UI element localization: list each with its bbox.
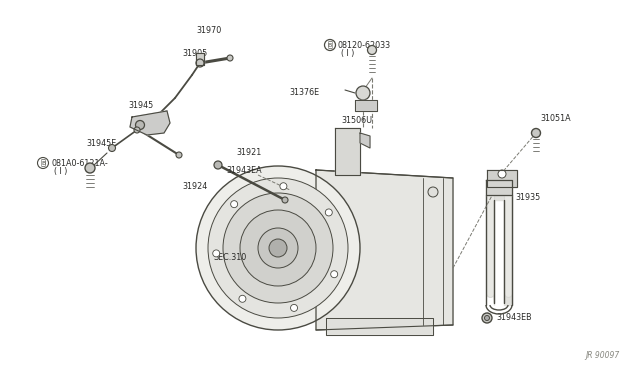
Circle shape bbox=[331, 271, 338, 278]
Text: 31051A: 31051A bbox=[540, 113, 571, 122]
Circle shape bbox=[227, 55, 233, 61]
Polygon shape bbox=[326, 318, 433, 335]
Polygon shape bbox=[487, 170, 517, 187]
Text: JR 90097: JR 90097 bbox=[586, 351, 620, 360]
Polygon shape bbox=[196, 53, 204, 65]
Text: 31943EB: 31943EB bbox=[496, 314, 532, 323]
Text: 31945: 31945 bbox=[128, 100, 153, 109]
Text: 31970: 31970 bbox=[196, 26, 221, 35]
Text: B: B bbox=[328, 42, 332, 48]
Circle shape bbox=[85, 163, 95, 173]
Text: 081A0-6121A-: 081A0-6121A- bbox=[51, 158, 108, 167]
Polygon shape bbox=[486, 180, 512, 195]
Circle shape bbox=[269, 239, 287, 257]
Circle shape bbox=[498, 170, 506, 178]
Text: 31935: 31935 bbox=[515, 192, 540, 202]
Circle shape bbox=[230, 201, 237, 208]
Text: 31506U: 31506U bbox=[341, 115, 372, 125]
Polygon shape bbox=[486, 195, 512, 305]
Text: 31924: 31924 bbox=[182, 182, 207, 190]
Polygon shape bbox=[130, 111, 170, 135]
Text: B: B bbox=[41, 160, 45, 166]
Circle shape bbox=[324, 39, 335, 51]
Circle shape bbox=[367, 45, 376, 55]
Polygon shape bbox=[335, 128, 360, 175]
Circle shape bbox=[282, 197, 288, 203]
Circle shape bbox=[428, 187, 438, 197]
Text: 31905: 31905 bbox=[182, 48, 207, 58]
Polygon shape bbox=[355, 100, 377, 111]
Circle shape bbox=[136, 121, 145, 129]
Circle shape bbox=[239, 295, 246, 302]
Text: 08120-62033: 08120-62033 bbox=[338, 41, 391, 49]
Circle shape bbox=[38, 157, 49, 169]
Circle shape bbox=[356, 86, 370, 100]
Circle shape bbox=[196, 59, 204, 67]
Circle shape bbox=[258, 228, 298, 268]
Text: SEC.310: SEC.310 bbox=[213, 253, 246, 263]
Circle shape bbox=[212, 250, 220, 257]
Text: 31945E: 31945E bbox=[86, 138, 116, 148]
Text: ( l ): ( l ) bbox=[341, 48, 355, 58]
Circle shape bbox=[176, 152, 182, 158]
Text: ( l ): ( l ) bbox=[54, 167, 67, 176]
Text: 31943EA: 31943EA bbox=[226, 166, 262, 174]
Text: Ⓑ: Ⓑ bbox=[328, 41, 333, 49]
Polygon shape bbox=[316, 170, 453, 330]
Circle shape bbox=[196, 166, 360, 330]
Circle shape bbox=[280, 183, 287, 190]
Text: 31376E: 31376E bbox=[289, 87, 319, 96]
Circle shape bbox=[482, 313, 492, 323]
Circle shape bbox=[223, 193, 333, 303]
Circle shape bbox=[325, 209, 332, 216]
Text: Ⓑ: Ⓑ bbox=[40, 158, 45, 167]
Polygon shape bbox=[360, 133, 370, 148]
Circle shape bbox=[531, 128, 541, 138]
Circle shape bbox=[214, 161, 222, 169]
Circle shape bbox=[240, 210, 316, 286]
Text: 31921: 31921 bbox=[236, 148, 261, 157]
Circle shape bbox=[134, 127, 140, 133]
Circle shape bbox=[109, 144, 115, 151]
Circle shape bbox=[208, 178, 348, 318]
Circle shape bbox=[484, 315, 490, 321]
Circle shape bbox=[291, 304, 298, 311]
